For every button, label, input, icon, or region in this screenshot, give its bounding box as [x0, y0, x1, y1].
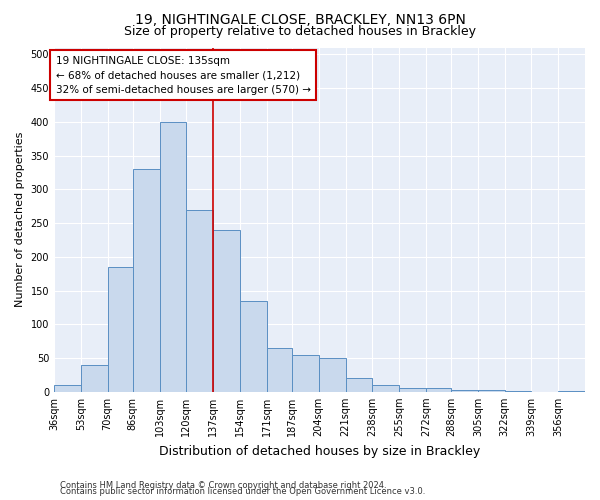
- Text: Contains HM Land Registry data © Crown copyright and database right 2024.: Contains HM Land Registry data © Crown c…: [60, 481, 386, 490]
- Bar: [426, 388, 451, 392]
- Text: Size of property relative to detached houses in Brackley: Size of property relative to detached ho…: [124, 25, 476, 38]
- Bar: [373, 385, 399, 392]
- X-axis label: Distribution of detached houses by size in Brackley: Distribution of detached houses by size …: [159, 444, 480, 458]
- Bar: [478, 390, 505, 392]
- Bar: [399, 388, 426, 392]
- Text: Contains public sector information licensed under the Open Government Licence v3: Contains public sector information licen…: [60, 488, 425, 496]
- Bar: [187, 210, 213, 392]
- Bar: [346, 378, 373, 392]
- Bar: [292, 354, 319, 392]
- Text: 19, NIGHTINGALE CLOSE, BRACKLEY, NN13 6PN: 19, NIGHTINGALE CLOSE, BRACKLEY, NN13 6P…: [134, 12, 466, 26]
- Bar: [133, 169, 160, 392]
- Bar: [505, 391, 532, 392]
- Bar: [213, 230, 240, 392]
- Bar: [107, 267, 133, 392]
- Y-axis label: Number of detached properties: Number of detached properties: [15, 132, 25, 308]
- Bar: [54, 385, 81, 392]
- Text: 19 NIGHTINGALE CLOSE: 135sqm
← 68% of detached houses are smaller (1,212)
32% of: 19 NIGHTINGALE CLOSE: 135sqm ← 68% of de…: [56, 56, 311, 95]
- Bar: [319, 358, 346, 392]
- Bar: [81, 365, 107, 392]
- Bar: [160, 122, 187, 392]
- Bar: [451, 390, 478, 392]
- Bar: [558, 391, 585, 392]
- Bar: [267, 348, 292, 392]
- Bar: [240, 300, 267, 392]
